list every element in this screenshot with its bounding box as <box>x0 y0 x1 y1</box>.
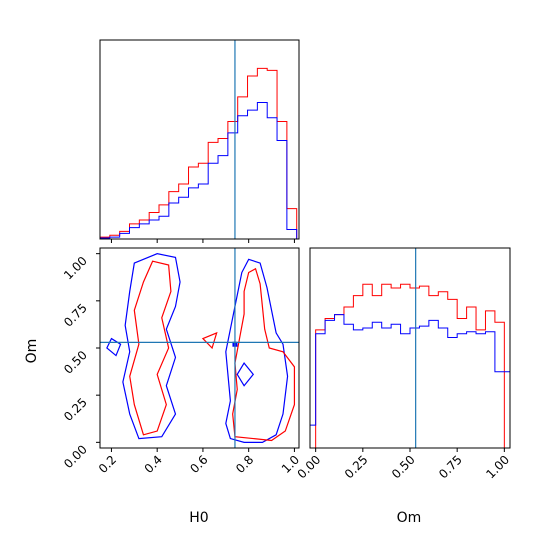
x-axis-label-h0: H0 <box>189 510 208 526</box>
contour-series_b <box>106 337 122 357</box>
axes-frame <box>309 247 511 449</box>
contour-series_a <box>201 331 218 350</box>
contour-series_a <box>232 267 296 442</box>
x-tick-label: 0.75 <box>436 453 465 482</box>
y-tick-label: 0.00 <box>61 442 90 471</box>
contour-series_b <box>236 362 255 387</box>
x-tick-label: 0.8 <box>233 453 256 476</box>
x-axis-label-om: Om <box>397 510 422 526</box>
contour-series_a <box>129 260 172 436</box>
panel-h0-histogram <box>99 39 300 243</box>
contour-series_b <box>225 258 289 443</box>
x-tick-label: 1.00 <box>483 453 512 482</box>
y-tick-label: 0.25 <box>61 395 90 424</box>
panel-h0-om-contour: 0.2 0.4 0.6 0.8 1.00.000.250.500.751.00 <box>61 247 302 476</box>
x-tick-label: 0.6 <box>187 453 210 476</box>
contour-series_b <box>122 253 181 440</box>
panel-om-histogram: 0.00 0.25 0.50 0.75 1.00 <box>295 247 512 482</box>
y-tick-label: 0.50 <box>61 348 90 377</box>
histogram-step-series_b <box>309 314 511 448</box>
y-tick-label: 1.00 <box>61 254 90 283</box>
x-tick-label: 0.2 <box>96 453 119 476</box>
histogram-step-series_a <box>310 283 510 449</box>
y-tick-label: 0.75 <box>61 301 90 330</box>
x-tick-label: 0.25 <box>342 453 371 482</box>
x-tick-label: 0.00 <box>295 453 324 482</box>
x-tick-label: 0.4 <box>142 453 165 476</box>
histogram-step-series_b <box>99 102 298 239</box>
axes-frame <box>99 39 300 240</box>
histogram-step-series_a <box>99 67 298 239</box>
y-axis-label-om: Om <box>24 339 40 364</box>
x-tick-label: 0.50 <box>389 453 418 482</box>
